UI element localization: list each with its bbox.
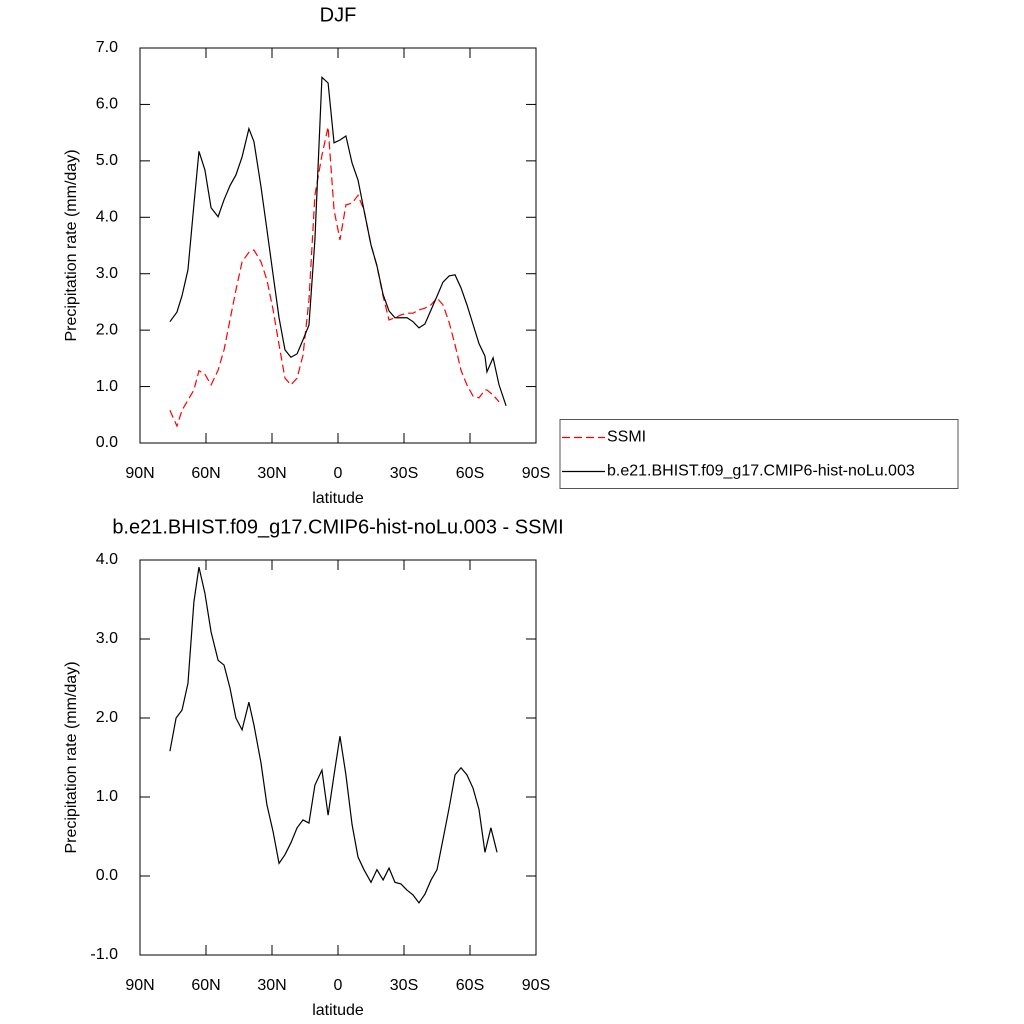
x-tick-label: 90N bbox=[125, 977, 154, 994]
y-tick-label: -1.0 bbox=[90, 946, 118, 963]
x-tick-label: 90N bbox=[125, 465, 154, 482]
chart-title: b.e21.BHIST.f09_g17.CMIP6-hist-noLu.003 … bbox=[112, 516, 563, 538]
legend-label: SSMI bbox=[607, 429, 646, 446]
x-tick-label: 0 bbox=[334, 465, 343, 482]
x-tick-label: 60N bbox=[191, 977, 220, 994]
panel: b.e21.BHIST.f09_g17.CMIP6-hist-noLu.003 … bbox=[63, 516, 563, 1019]
y-tick-label: 7.0 bbox=[96, 39, 118, 56]
x-tick-label: 0 bbox=[334, 977, 343, 994]
y-tick-label: 5.0 bbox=[96, 152, 118, 169]
y-axis-label: Precipitation rate (mm/day) bbox=[63, 661, 80, 853]
y-tick-label: 4.0 bbox=[96, 209, 118, 226]
legend-label: b.e21.BHIST.f09_g17.CMIP6-hist-noLu.003 bbox=[607, 463, 915, 480]
x-tick-label: 30N bbox=[257, 465, 286, 482]
x-axis-label: latitude bbox=[312, 1002, 364, 1019]
y-tick-label: 2.0 bbox=[96, 321, 118, 338]
x-tick-label: 30S bbox=[390, 465, 418, 482]
y-tick-label: 4.0 bbox=[96, 551, 118, 568]
y-tick-label: 2.0 bbox=[96, 709, 118, 726]
y-axis-label: Precipitation rate (mm/day) bbox=[63, 149, 80, 341]
x-tick-label: 30S bbox=[390, 977, 418, 994]
x-tick-label: 90S bbox=[522, 977, 550, 994]
legend: SSMI b.e21.BHIST.f09_g17.CMIP6-hist-noLu.… bbox=[559, 419, 959, 489]
chart-title: DJF bbox=[320, 4, 357, 26]
x-tick-label: 30N bbox=[257, 977, 286, 994]
panel: DJF latitude Precipitation rate (mm/day) 90… bbox=[63, 4, 959, 507]
y-tick-label: 3.0 bbox=[96, 265, 118, 282]
series-line bbox=[169, 566, 498, 904]
legend-box bbox=[559, 419, 959, 489]
y-tick-label: 0.0 bbox=[96, 434, 118, 451]
x-tick-label: 60S bbox=[456, 465, 484, 482]
plot-frame bbox=[139, 559, 537, 956]
plot-frame bbox=[139, 47, 537, 444]
x-axis-label: latitude bbox=[312, 490, 364, 507]
x-tick-label: 60S bbox=[456, 977, 484, 994]
y-tick-label: 3.0 bbox=[96, 630, 118, 647]
y-tick-label: 1.0 bbox=[96, 788, 118, 805]
y-tick-label: 6.0 bbox=[96, 96, 118, 113]
y-tick-label: 1.0 bbox=[96, 378, 118, 395]
y-tick-label: 0.0 bbox=[96, 867, 118, 884]
x-tick-label: 90S bbox=[522, 465, 550, 482]
series-line bbox=[169, 126, 500, 428]
x-tick-label: 60N bbox=[191, 465, 220, 482]
series-line bbox=[169, 76, 507, 406]
